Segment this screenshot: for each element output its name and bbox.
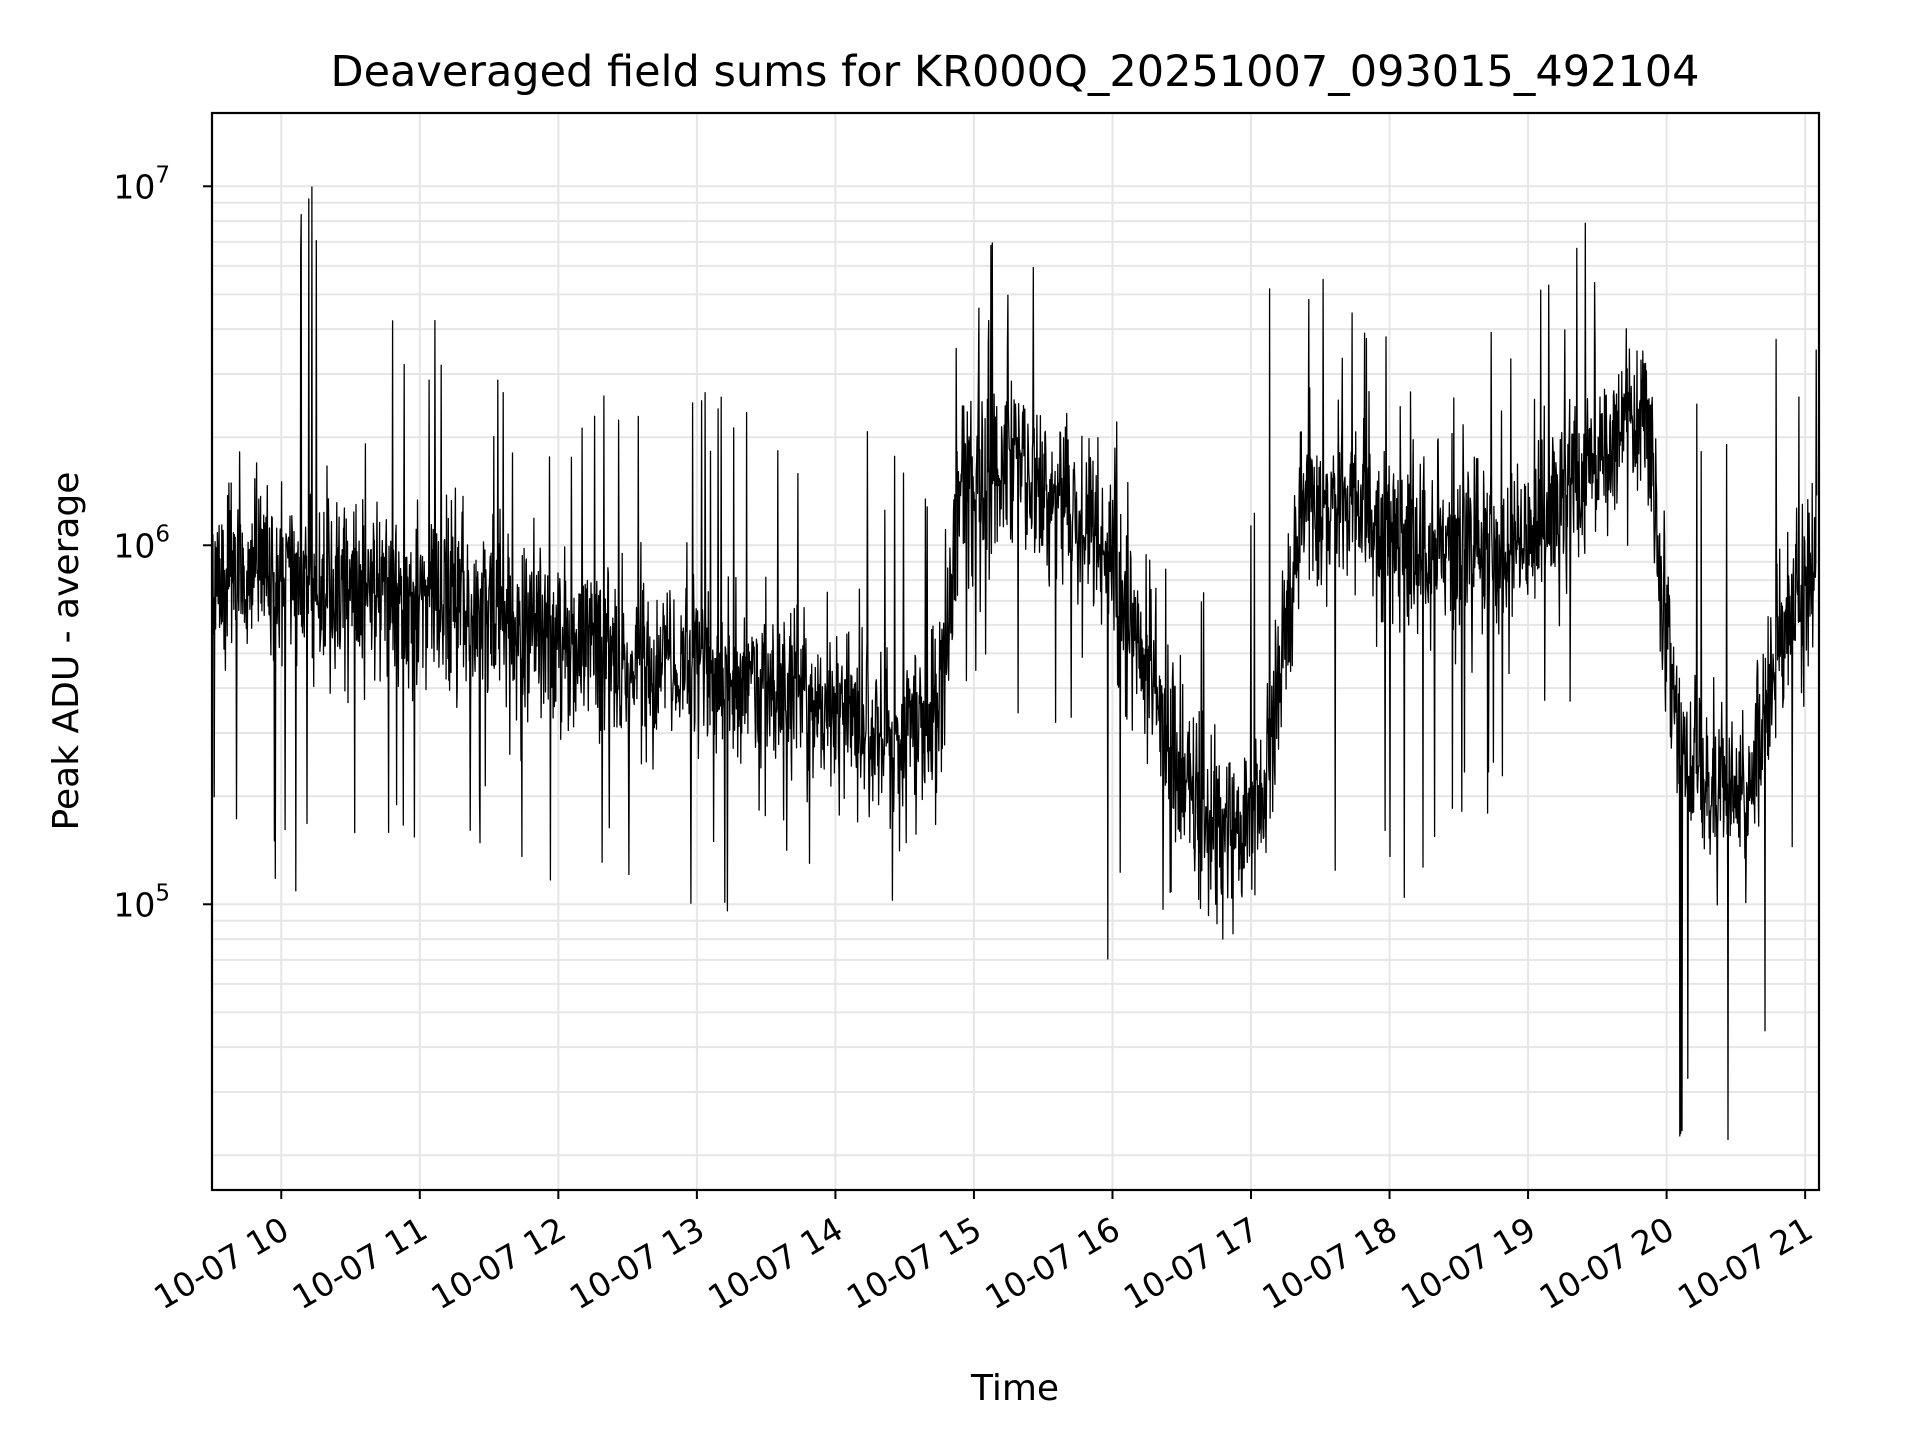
x-tick-label: 10-07 12 — [424, 1209, 572, 1317]
x-tick-label: 10-07 13 — [563, 1209, 711, 1317]
x-tick-label: 10-07 14 — [701, 1209, 849, 1317]
y-tick-label: 106 — [113, 521, 170, 565]
x-tick-label: 10-07 11 — [286, 1209, 434, 1317]
chart-title: Deaveraged field sums for KR000Q_2025100… — [330, 47, 1699, 97]
x-tick-label: 10-07 15 — [840, 1209, 988, 1317]
series-area — [211, 186, 1818, 1141]
x-tick-label: 10-07 16 — [978, 1209, 1126, 1317]
y-tick-label: 105 — [113, 880, 170, 924]
x-tick-label: 10-07 19 — [1394, 1209, 1542, 1317]
x-tick-label: 10-07 20 — [1533, 1209, 1681, 1317]
plot-frame — [210, 111, 1821, 1192]
series-line — [211, 186, 1818, 1141]
x-axis-label: Time — [970, 1368, 1059, 1409]
x-tick-label: 10-07 21 — [1671, 1209, 1819, 1317]
x-tick-label: 10-07 10 — [147, 1209, 295, 1317]
y-axis: 105 106 107 — [113, 162, 212, 924]
x-tick-label: 10-07 17 — [1117, 1209, 1265, 1317]
y-axis-label: Peak ADU - average — [46, 472, 87, 831]
x-tick-label: 10-07 18 — [1256, 1209, 1404, 1317]
y-tick-label: 107 — [113, 162, 170, 206]
grid-lines — [212, 113, 1819, 1190]
